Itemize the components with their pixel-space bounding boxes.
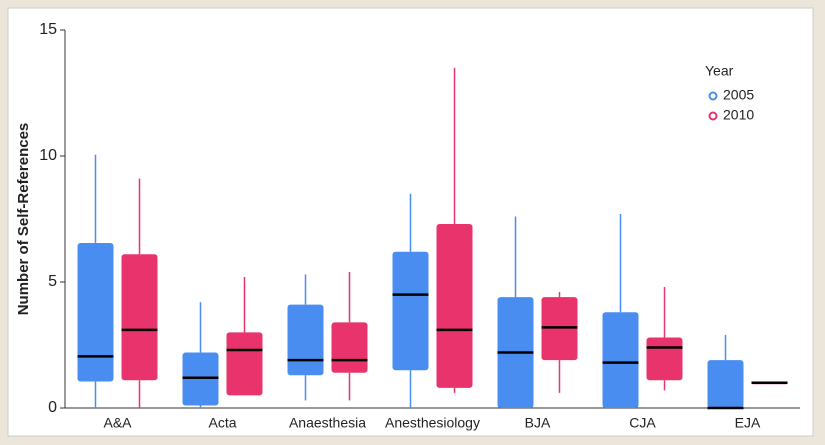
- x-tick-label: EJA: [735, 415, 761, 431]
- box: [541, 297, 578, 361]
- x-tick-label: Anesthesiology: [385, 415, 480, 431]
- y-tick-label: 5: [48, 273, 57, 290]
- legend-swatch: [708, 111, 718, 121]
- x-tick-label: A&A: [103, 415, 132, 431]
- box: [77, 242, 114, 382]
- x-tick-label: Anaesthesia: [289, 415, 366, 431]
- y-tick-label: 0: [48, 399, 57, 416]
- x-tick-label: BJA: [525, 415, 551, 431]
- box: [436, 224, 473, 388]
- x-tick-label: Acta: [208, 415, 236, 431]
- x-tick-label: CJA: [629, 415, 656, 431]
- y-tick-label: 10: [39, 147, 57, 164]
- box: [331, 322, 368, 373]
- box: [646, 337, 683, 381]
- box: [226, 332, 263, 396]
- box: [182, 352, 219, 406]
- box: [121, 254, 158, 381]
- legend-label: 2010: [723, 107, 754, 123]
- box: [707, 360, 744, 408]
- box: [392, 251, 429, 371]
- y-axis-label: Number of Self-References: [15, 123, 32, 316]
- legend-title: Year: [705, 63, 734, 79]
- legend-swatch: [708, 91, 718, 101]
- legend-label: 2005: [723, 87, 754, 103]
- box: [287, 304, 324, 376]
- y-tick-label: 15: [39, 21, 57, 38]
- box: [602, 312, 639, 408]
